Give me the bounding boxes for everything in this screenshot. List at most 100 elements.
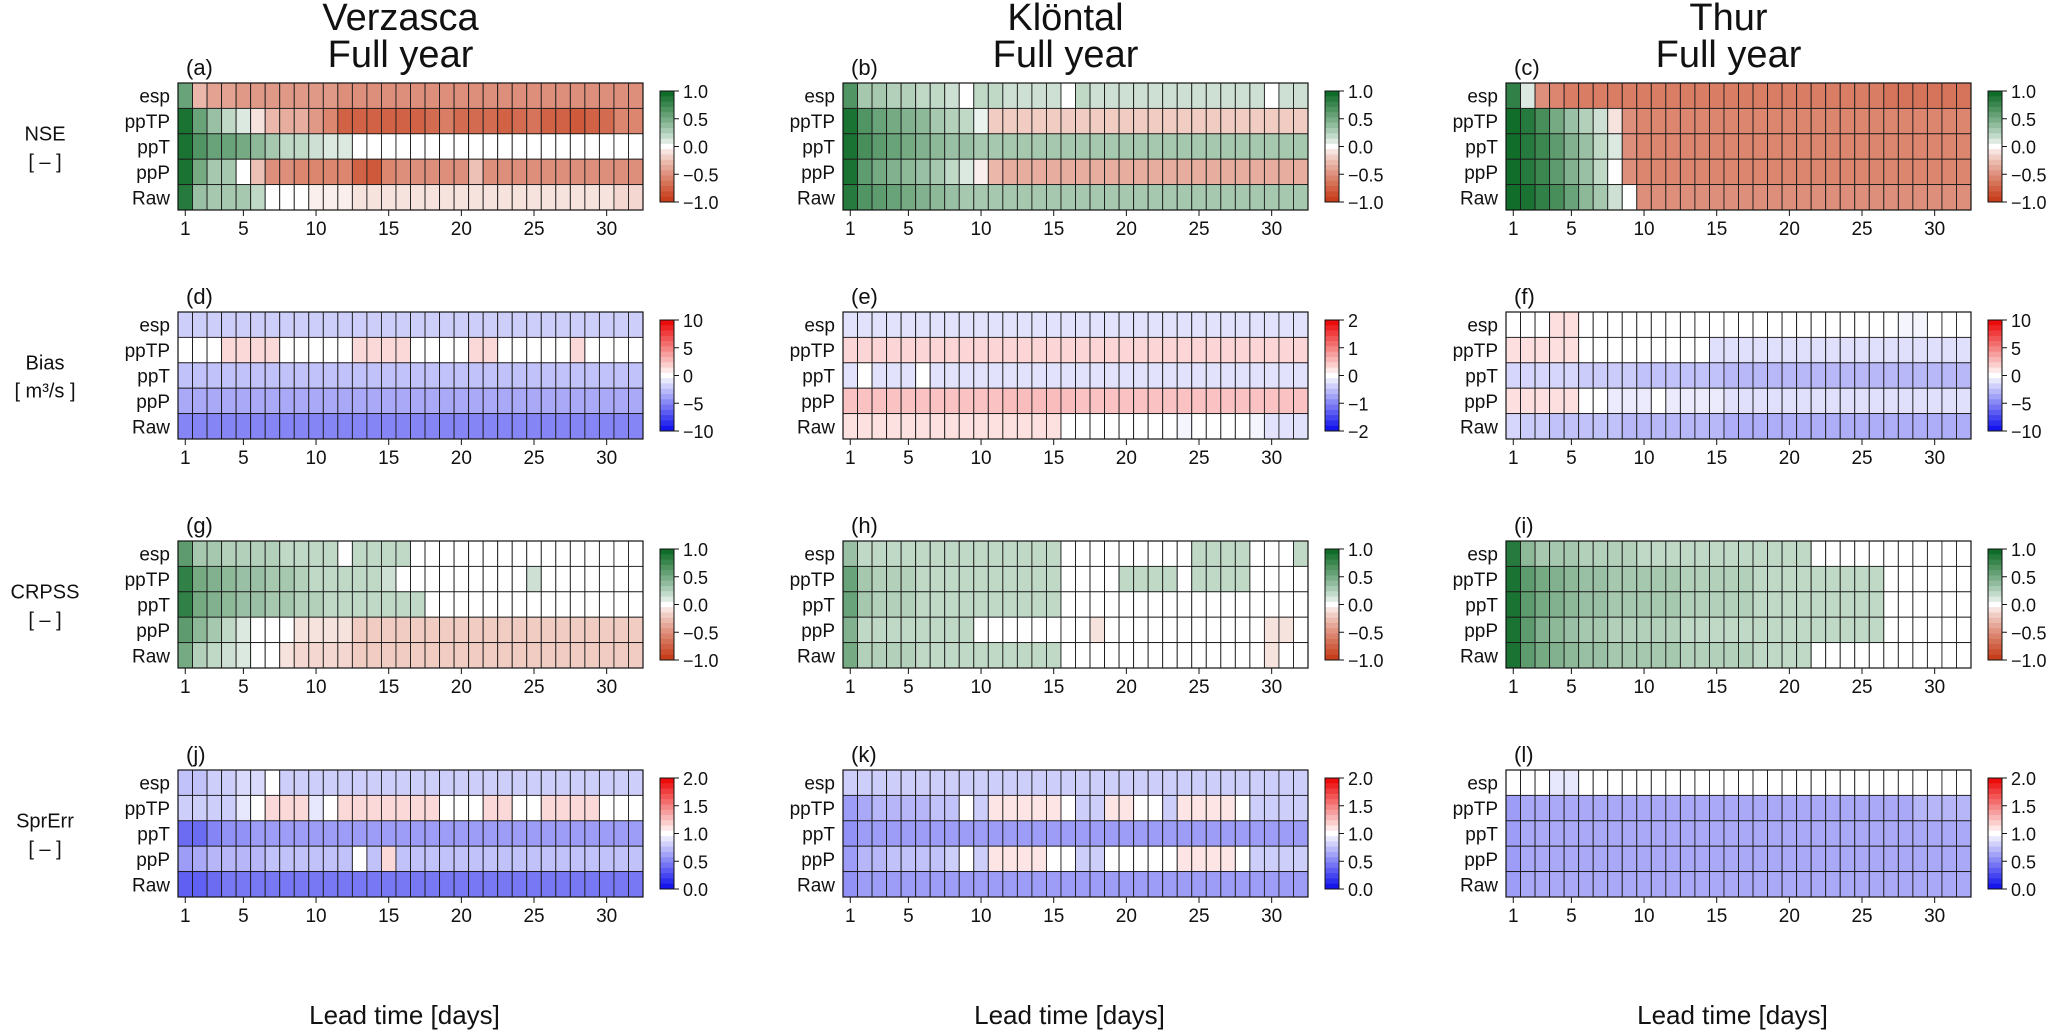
heatmap-cell [1825,845,1841,873]
heatmap-cell [1089,769,1106,796]
colorbar-segment [1325,128,1339,134]
heatmap-cell [439,387,455,415]
heatmap-cell [871,565,888,593]
heatmap-cell [871,362,888,389]
heatmap-cell [1060,107,1076,135]
heatmap-cell [439,311,455,338]
heatmap-cell [1016,362,1033,389]
row-label: Raw [1460,646,1498,667]
colorbar-segment [660,883,674,890]
heatmap-cell [958,184,975,211]
heatmap-cell [293,184,310,211]
heatmap-cell [1679,820,1696,847]
heatmap-cell [1263,336,1280,364]
heatmap-cell [439,642,455,669]
heatmap-cell [1162,794,1178,822]
heatmap-cell [1075,565,1091,593]
x-tick-label: 15 [1706,677,1727,698]
heatmap-cell [453,387,470,415]
x-tick-label: 30 [1924,677,1945,698]
heatmap-cell [439,184,455,211]
heatmap-cell [1839,184,1856,211]
heatmap-cell [929,845,946,873]
heatmap-cell [1104,820,1120,847]
colorbar-segment [1988,793,2002,800]
heatmap-cell [613,311,629,338]
colorbar-segment [1325,809,1339,816]
heatmap-cell [1912,336,1928,364]
colorbar-segment [1325,804,1339,811]
heatmap-cell [1897,794,1914,822]
heatmap-cell [1607,413,1623,440]
row-label: ppT [802,138,835,159]
heatmap-cell [1679,565,1696,593]
heatmap-cell [958,82,975,109]
heatmap-cell [322,871,339,898]
heatmap-cell [250,184,266,211]
heatmap-cell [1679,616,1696,644]
x-tick-label: 1 [845,677,856,698]
heatmap-cell [900,591,917,618]
heatmap-cell [1249,311,1265,338]
heatmap-cell [1694,413,1710,440]
heatmap-cell [1956,591,1972,618]
heatmap-cell [337,769,353,796]
x-tick-label: 10 [305,219,326,240]
heatmap-cell [1002,311,1018,338]
heatmap-cell [1549,820,1565,847]
heatmap-cell [482,769,499,796]
heatmap-cell [1708,133,1725,160]
heatmap-cell [958,591,975,618]
heatmap-cell [1075,184,1091,211]
heatmap-cell [929,362,946,389]
heatmap-cell [250,642,266,669]
heatmap-cell [857,769,873,796]
heatmap-cell [1592,871,1609,898]
heatmap-cell [1293,184,1309,211]
panel-label: (j) [186,742,206,767]
heatmap-cell [1781,107,1798,135]
heatmap-cell [235,871,252,898]
heatmap-cell [468,794,484,822]
heatmap-cell [221,387,237,415]
heatmap-cell [1075,133,1091,160]
heatmap-cell [1738,133,1754,160]
heatmap-cell [1708,336,1725,364]
heatmap-cell [410,311,426,338]
heatmap-cell [842,413,858,440]
heatmap-cell [1810,871,1827,898]
heatmap-cell [337,540,353,567]
heatmap-cell [1956,158,1972,186]
heatmap-cell [1679,769,1696,796]
heatmap-cell [886,184,902,211]
heatmap-cell [1060,794,1076,822]
heatmap-cell [1752,336,1769,364]
panel-label: (d) [186,284,213,309]
colorbar-segment [1988,830,2002,837]
heatmap-cell [453,769,470,796]
heatmap-cell [468,565,484,593]
heatmap-cell [1162,769,1178,796]
heatmap-cell [250,336,266,364]
colorbar-tick-label: 0 [683,367,693,387]
heatmap-cell [1825,616,1841,644]
heatmap-cell [1520,794,1536,822]
heatmap-cell [424,413,441,440]
heatmap-cell [453,311,470,338]
heatmap-cell [337,616,353,644]
heatmap-cell [526,769,542,796]
heatmap-cell [468,184,484,211]
heatmap-cell [1293,336,1309,364]
heatmap-cell [886,413,902,440]
heatmap-cell [628,591,644,618]
heatmap-cell [1767,413,1783,440]
heatmap-cell [511,311,528,338]
panel-label: (b) [851,55,878,80]
heatmap-cell [1607,540,1623,567]
heatmap-cell [1854,413,1870,440]
heatmap-cell [569,158,586,186]
heatmap-cell [973,336,989,364]
heatmap-cell [1162,540,1178,567]
heatmap-cell [511,387,528,415]
colorbar-segment [1988,788,2002,795]
